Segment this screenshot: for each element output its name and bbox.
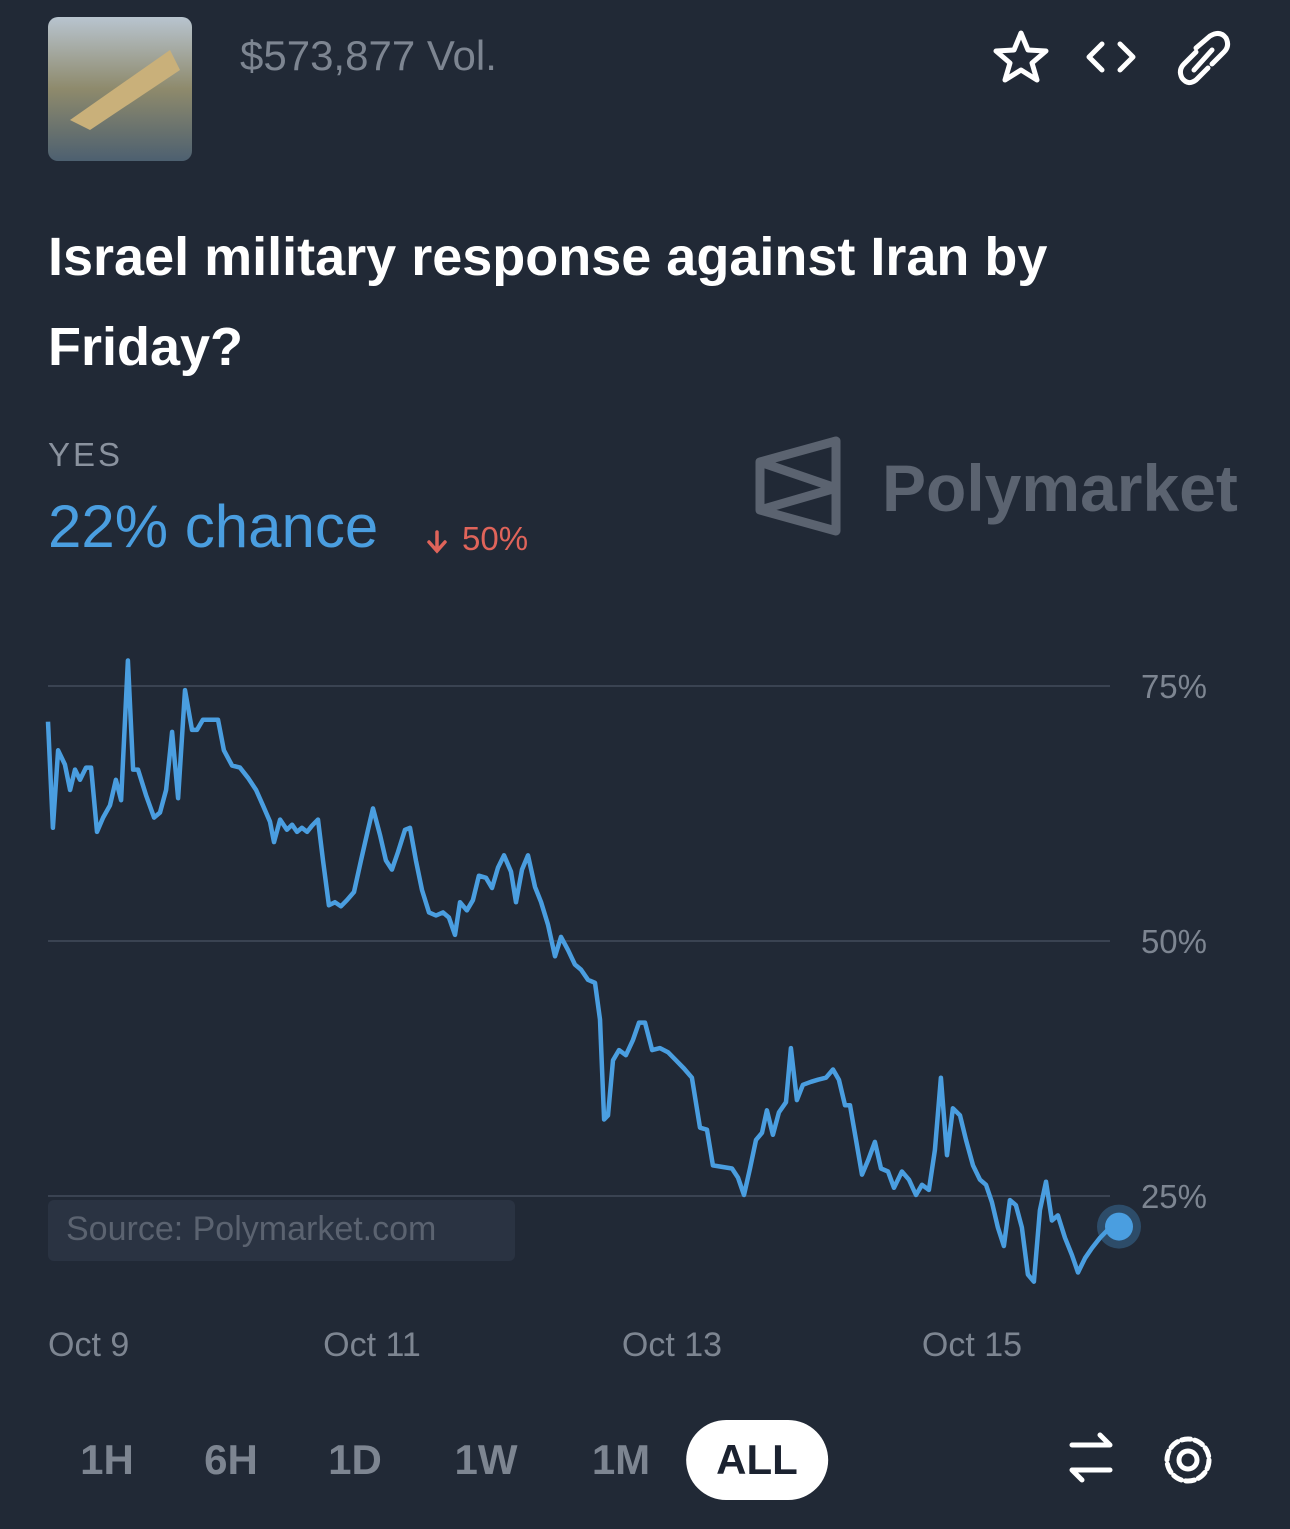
price-line xyxy=(45,658,1120,1284)
logo-mark xyxy=(755,436,841,536)
end-point xyxy=(1105,1212,1133,1241)
volume: $573,877 Vol. xyxy=(240,32,497,79)
x-tick-label: Oct 13 xyxy=(622,1326,722,1364)
embed-icon[interactable] xyxy=(1086,41,1136,73)
range-button[interactable]: 1W xyxy=(454,1436,518,1483)
star-icon[interactable] xyxy=(993,30,1049,83)
source-box xyxy=(48,1200,515,1261)
range-button[interactable]: ALL xyxy=(686,1420,828,1500)
change: 50% xyxy=(462,520,529,557)
range-button[interactable]: 1M xyxy=(591,1436,651,1483)
source-label: Source: Polymarket.com xyxy=(66,1210,436,1248)
outcome-label: YES xyxy=(48,436,124,473)
watermark: Polymarket xyxy=(882,451,1238,525)
y-tick-label: 25% xyxy=(1141,1178,1207,1215)
range-button[interactable]: 6H xyxy=(204,1436,258,1483)
x-tick-label: Oct 11 xyxy=(323,1326,421,1364)
range-button[interactable]: 1H xyxy=(80,1436,134,1483)
range-button[interactable]: 1D xyxy=(328,1436,382,1483)
y-tick-label: 75% xyxy=(1141,668,1207,705)
settings-icon[interactable] xyxy=(1164,1436,1212,1484)
link-icon[interactable] xyxy=(1177,30,1231,86)
market-title: Israel military response against Iran by… xyxy=(48,227,1048,377)
thumbnail-art xyxy=(70,50,180,130)
swap-icon[interactable] xyxy=(1069,1432,1113,1483)
down-arrow xyxy=(427,530,447,554)
x-tick-label: Oct 15 xyxy=(922,1326,1022,1364)
x-tick-label: Oct 9 xyxy=(48,1326,129,1364)
chance: 22% chance xyxy=(48,493,379,560)
y-tick-label: 50% xyxy=(1141,923,1207,960)
